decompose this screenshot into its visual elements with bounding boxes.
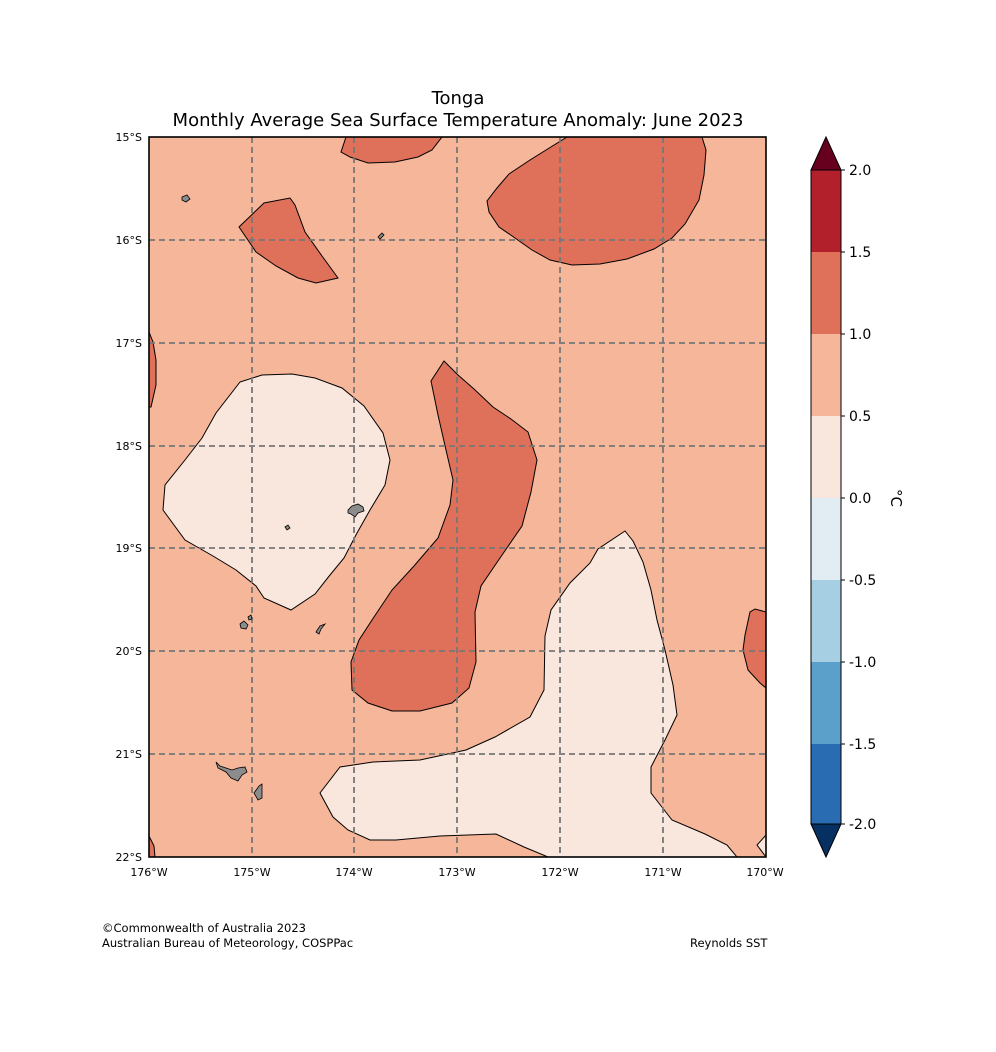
organization-text: Australian Bureau of Meteorology, COSPPa… (102, 936, 354, 950)
gridlines (149, 137, 766, 857)
lon-tick-label: 171°W (644, 866, 681, 879)
colorbar-tick-label: -0.5 (849, 573, 876, 589)
colorbar-swatch (811, 252, 841, 334)
map-title: Tonga (431, 88, 485, 109)
lat-tick-label: 19°S (116, 542, 142, 555)
colorbar-tick-label: -1.5 (849, 737, 876, 753)
colorbar-tick-label: 0.0 (849, 491, 871, 507)
anomaly-region-northwest (238, 197, 339, 284)
anomaly-region-east-edge (742, 608, 766, 689)
island-ata (181, 194, 191, 203)
colorbar-swatch (811, 170, 841, 252)
lat-tick-label: 16°S (116, 234, 142, 247)
data-source-text: Reynolds SST (690, 936, 768, 950)
map-subtitle: Monthly Average Sea Surface Temperature … (172, 110, 744, 131)
map-frame (148, 136, 767, 858)
colorbar-swatch (811, 498, 841, 580)
anomaly-region-top-right (486, 137, 707, 266)
lat-tick-label: 20°S (116, 645, 142, 658)
island-tongatapu (215, 761, 248, 782)
colorbar-swatch (811, 744, 841, 824)
island-nomuka (315, 623, 327, 635)
colorbar-swatch (811, 334, 841, 416)
copyright-text: ©Commonwealth of Australia 2023 (102, 921, 307, 935)
lat-tick-label: 18°S (116, 440, 142, 453)
colorbar-swatch (811, 662, 841, 744)
island-haapai-2 (247, 614, 253, 621)
colorbar-tick-label: 1.0 (849, 327, 871, 343)
colorbar-extend-min (810, 823, 842, 859)
colorbar (810, 135, 845, 859)
lon-tick-label: 173°W (438, 866, 475, 879)
colorbar-tick-label: 2.0 (849, 163, 871, 179)
island-eua (253, 783, 263, 801)
footer-credits: ©Commonwealth of Australia 2023 Australi… (102, 921, 353, 951)
anomaly-region-southwest-corner (149, 835, 156, 857)
lon-tick-label: 174°W (335, 866, 372, 879)
anomaly-region-west-edge (149, 331, 157, 408)
anomaly-region-southeast-corner-cool (756, 834, 766, 857)
colorbar-tick-label: -1.0 (849, 655, 876, 671)
island-haapai (239, 620, 249, 630)
colorbar-unit-label: °C (887, 489, 905, 507)
anomaly-region-central-ridge (350, 360, 538, 712)
colorbar-swatch (811, 416, 841, 498)
colorbar-extend-max (810, 135, 842, 171)
lon-tick-label: 172°W (541, 866, 578, 879)
anomaly-region-southeast-cool (319, 530, 738, 857)
anomaly-region-top-center (340, 137, 443, 164)
lat-tick-label: 17°S (116, 337, 142, 350)
island-haapai-small (284, 524, 291, 531)
lat-tick-label: 21°S (116, 748, 142, 761)
lat-tick-label: 15°S (116, 131, 142, 144)
island-small-north (377, 232, 385, 240)
lat-tick-label: 22°S (116, 851, 142, 864)
colorbar-tick-label: -2.0 (849, 817, 876, 833)
colorbar-swatch (811, 580, 841, 662)
lon-tick-label: 175°W (233, 866, 270, 879)
colorbar-tick-label: 0.5 (849, 409, 871, 425)
anomaly-region-west-cool (162, 373, 391, 611)
lon-tick-label: 170°W (746, 866, 783, 879)
island-vavau (347, 503, 365, 518)
colorbar-tick-label: 1.5 (849, 245, 871, 261)
lon-tick-label: 176°W (130, 866, 167, 879)
